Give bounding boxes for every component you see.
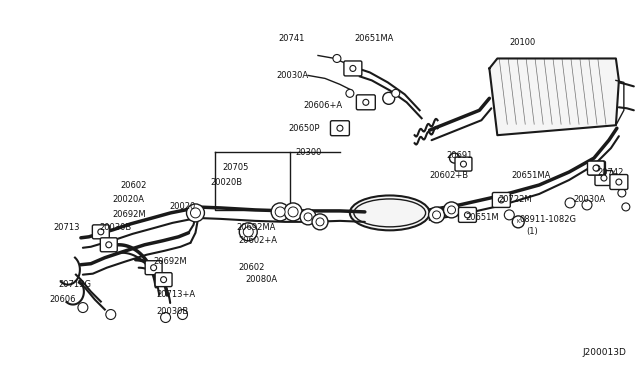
Text: 20080A: 20080A [245, 275, 277, 284]
Text: 20692M: 20692M [154, 257, 188, 266]
Text: 20713+A: 20713+A [157, 290, 196, 299]
FancyBboxPatch shape [610, 174, 628, 189]
Text: 20100: 20100 [509, 38, 536, 47]
Circle shape [191, 208, 200, 218]
Circle shape [504, 210, 515, 220]
Text: 20713G: 20713G [58, 280, 91, 289]
Circle shape [161, 277, 166, 283]
Text: 20651M: 20651M [465, 214, 499, 222]
Circle shape [392, 89, 400, 97]
Circle shape [106, 242, 112, 248]
Text: 20741: 20741 [278, 34, 305, 43]
Text: 20742: 20742 [597, 167, 623, 177]
FancyBboxPatch shape [589, 161, 605, 175]
Circle shape [150, 265, 157, 271]
FancyBboxPatch shape [492, 192, 510, 208]
Circle shape [333, 54, 341, 62]
Circle shape [350, 65, 356, 71]
FancyBboxPatch shape [455, 157, 472, 171]
Text: 20691: 20691 [447, 151, 473, 160]
FancyBboxPatch shape [92, 225, 109, 239]
Text: 20602+A: 20602+A [238, 236, 277, 245]
Circle shape [316, 218, 324, 226]
Circle shape [288, 207, 298, 217]
Text: 20651MA: 20651MA [511, 170, 550, 180]
Polygon shape [490, 58, 619, 135]
Circle shape [271, 203, 289, 221]
Circle shape [78, 302, 88, 312]
Text: J200013D: J200013D [582, 348, 626, 357]
Circle shape [346, 89, 354, 97]
Text: K: K [516, 219, 520, 224]
Circle shape [363, 99, 369, 105]
FancyBboxPatch shape [330, 121, 349, 136]
Circle shape [337, 125, 343, 131]
Circle shape [312, 214, 328, 230]
Circle shape [161, 312, 171, 323]
FancyBboxPatch shape [145, 261, 162, 275]
Circle shape [460, 161, 467, 167]
Text: 20722M: 20722M [499, 195, 532, 205]
Circle shape [304, 213, 312, 221]
Circle shape [98, 229, 104, 235]
FancyBboxPatch shape [458, 208, 476, 222]
Circle shape [444, 202, 460, 218]
Circle shape [300, 209, 316, 225]
Text: 20300: 20300 [295, 148, 321, 157]
Text: 20651MA: 20651MA [355, 34, 394, 43]
Circle shape [383, 92, 395, 104]
Circle shape [618, 189, 626, 197]
Text: 08911-1082G: 08911-1082G [519, 215, 576, 224]
Ellipse shape [350, 195, 429, 230]
Text: 20713: 20713 [53, 223, 79, 232]
Text: 20020: 20020 [170, 202, 196, 211]
FancyBboxPatch shape [588, 161, 604, 175]
FancyBboxPatch shape [356, 95, 375, 110]
Text: 20705: 20705 [222, 163, 249, 171]
Circle shape [582, 200, 592, 210]
FancyBboxPatch shape [100, 238, 117, 252]
Circle shape [616, 179, 622, 185]
Circle shape [565, 198, 575, 208]
Circle shape [499, 197, 504, 203]
Circle shape [275, 207, 285, 217]
Circle shape [239, 223, 257, 241]
Circle shape [186, 204, 204, 222]
Circle shape [622, 203, 630, 211]
Text: 20606+A: 20606+A [304, 101, 343, 110]
Circle shape [465, 212, 470, 218]
Text: 20030A: 20030A [573, 195, 605, 205]
FancyBboxPatch shape [344, 61, 362, 76]
FancyBboxPatch shape [595, 170, 613, 186]
Text: 20020A: 20020A [113, 195, 145, 205]
Circle shape [429, 207, 445, 223]
Text: (1): (1) [526, 227, 538, 236]
Circle shape [284, 203, 302, 221]
Circle shape [601, 175, 607, 181]
Circle shape [243, 227, 253, 237]
Text: 20602: 20602 [238, 263, 265, 272]
Text: 20030B: 20030B [100, 223, 132, 232]
Text: 20606: 20606 [49, 295, 76, 304]
Circle shape [449, 153, 460, 163]
Circle shape [106, 310, 116, 320]
Text: 20692MA: 20692MA [236, 223, 276, 232]
FancyBboxPatch shape [155, 273, 172, 286]
Circle shape [177, 310, 188, 320]
Text: 20650P: 20650P [289, 124, 320, 133]
Circle shape [512, 216, 524, 228]
Text: 20020B: 20020B [211, 177, 243, 186]
Circle shape [447, 206, 456, 214]
Text: 20030B: 20030B [157, 307, 189, 316]
Text: 20602: 20602 [121, 180, 147, 189]
Circle shape [593, 165, 599, 171]
Circle shape [433, 211, 440, 219]
Text: 20602+B: 20602+B [429, 170, 468, 180]
Circle shape [594, 165, 600, 171]
Text: 20030A: 20030A [276, 71, 308, 80]
Text: 20692M: 20692M [113, 211, 147, 219]
